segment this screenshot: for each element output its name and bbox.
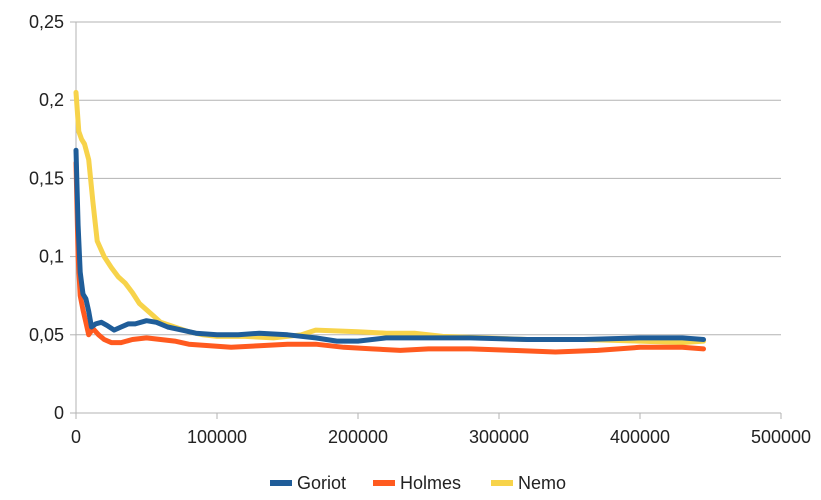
- y-tick-label: 0,1: [39, 247, 64, 267]
- x-tick-label: 500000: [751, 427, 811, 447]
- legend-label-holmes: Holmes: [400, 473, 461, 493]
- y-tick-label: 0,05: [29, 325, 64, 345]
- legend-label-nemo: Nemo: [518, 473, 566, 493]
- x-tick-labels: 0 100000 200000 300000 400000 500000: [71, 427, 811, 447]
- y-tick-label: 0: [54, 403, 64, 423]
- x-tick-label: 400000: [610, 427, 670, 447]
- legend: Goriot Holmes Nemo: [270, 473, 566, 493]
- x-tick-label: 0: [71, 427, 81, 447]
- y-tick-label: 0,15: [29, 168, 64, 188]
- y-tick-labels: 0 0,05 0,1 0,15 0,2 0,25: [29, 12, 64, 423]
- y-tick-label: 0,25: [29, 12, 64, 32]
- legend-label-goriot: Goriot: [297, 473, 346, 493]
- axes: [70, 21, 782, 419]
- series-line-holmes: [73, 160, 706, 355]
- series-line-nemo: [73, 89, 706, 346]
- x-tick-label: 300000: [469, 427, 529, 447]
- x-tick-label: 100000: [187, 427, 247, 447]
- series-lines: [73, 89, 706, 355]
- series-line-goriot: [73, 147, 706, 344]
- y-tick-label: 0,2: [39, 90, 64, 110]
- grid-lines: [76, 21, 781, 336]
- x-tick-label: 200000: [328, 427, 388, 447]
